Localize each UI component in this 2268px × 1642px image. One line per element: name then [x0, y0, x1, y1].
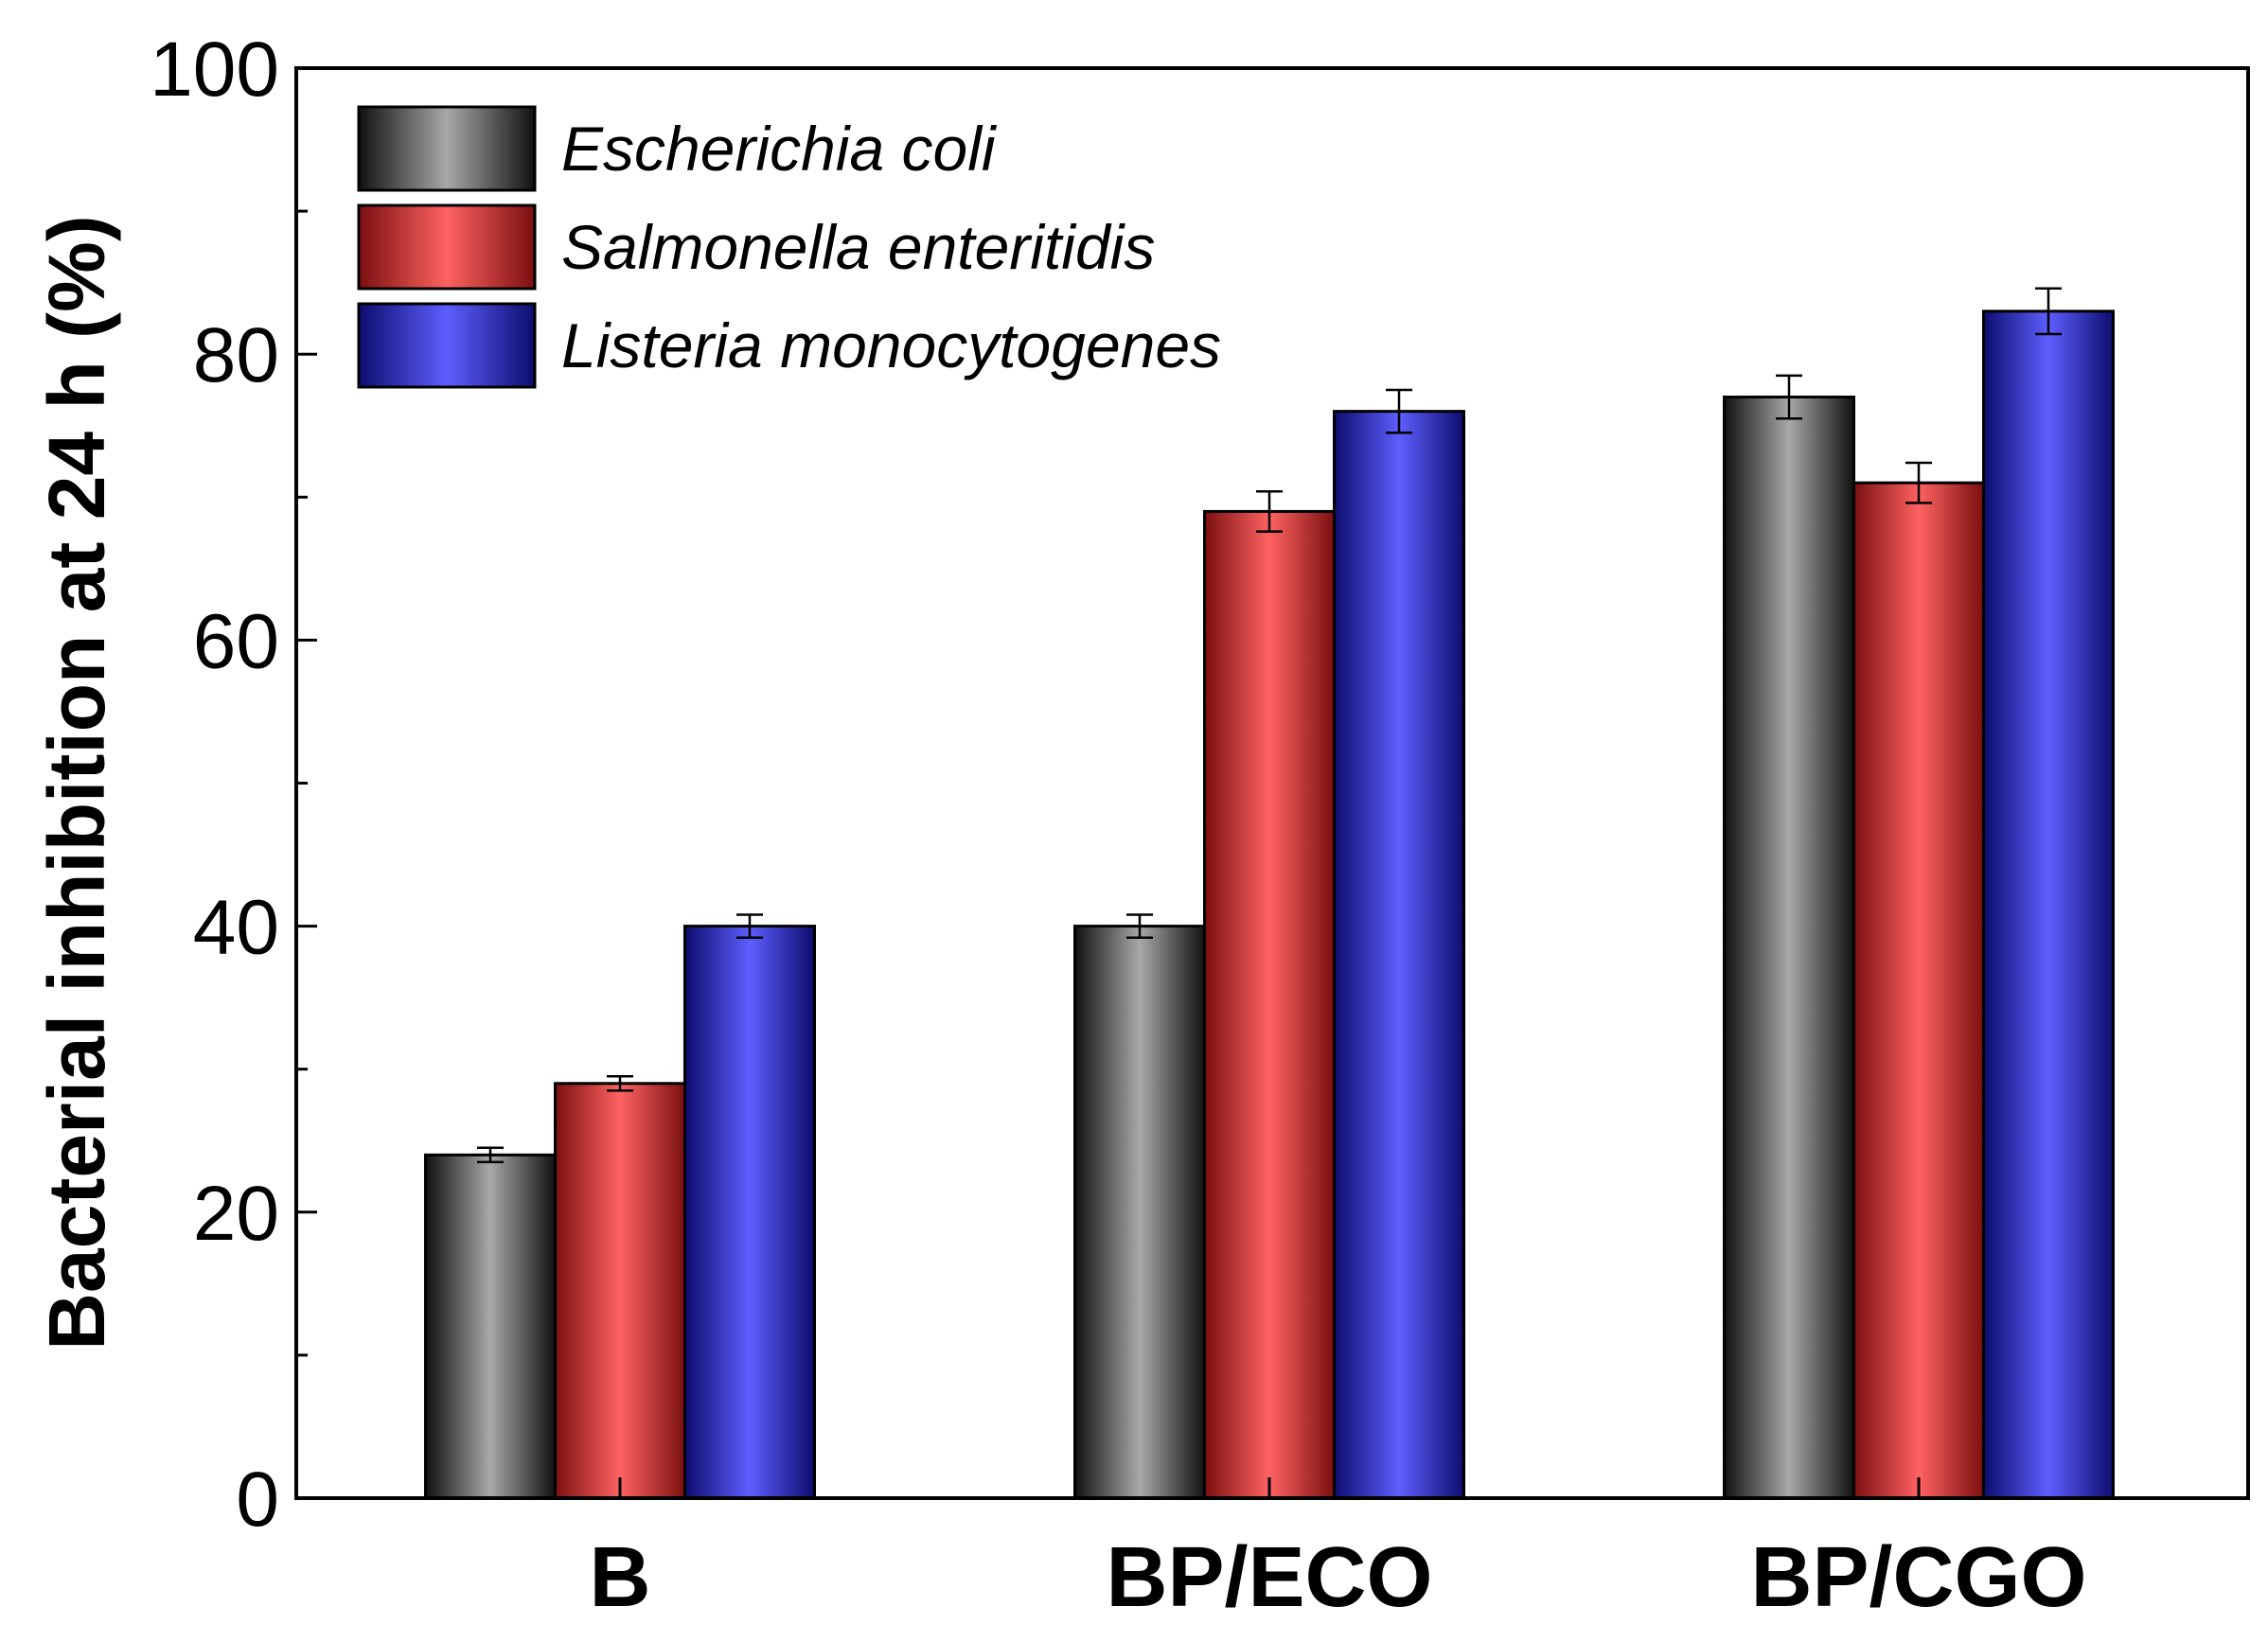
y-tick-label-100: 100 [150, 26, 279, 113]
error-bars-group [477, 287, 2062, 1164]
x-tick-label-bp-cgo: BP/CGO [1750, 1530, 2086, 1625]
bar-salmonella-enteritidis-bp-cgo [1852, 481, 1985, 1500]
bar-listeria-monocytogenes-bp-eco [1333, 410, 1465, 1500]
legend: Escherichia coli Salmonella enteritidis Li… [357, 105, 1221, 389]
legend-label-escherichia-coli: Escherichia coli [561, 114, 998, 184]
bar-salmonella-enteritidis-bp-eco [1203, 509, 1336, 1500]
y-tick-label-40: 40 [193, 885, 279, 971]
legend-swatch-escherichia-coli [357, 105, 537, 192]
y-tick-label-80: 80 [193, 312, 279, 398]
bars-group [424, 309, 2115, 1500]
y-tick-label-20: 20 [193, 1171, 279, 1257]
bar-escherichia-coli-bp-eco [1073, 925, 1206, 1500]
y-axis-title: Bacterial inhibition at 24 h (%) [32, 215, 121, 1351]
y-tick-label-0: 0 [236, 1457, 279, 1543]
legend-label-listeria-monocytogenes: Listeria monocytogenes [561, 310, 1221, 380]
y-tick-label-60: 60 [193, 598, 279, 684]
legend-swatch-salmonella-enteritidis [357, 203, 537, 291]
bar-listeria-monocytogenes-b [683, 925, 816, 1500]
legend-label-salmonella-enteritidis: Salmonella enteritidis [561, 212, 1155, 282]
x-tick-label-bp-eco: BP/ECO [1106, 1530, 1432, 1625]
axes-group: 0 20 40 60 80 100 B BP/ECO BP/CGO [150, 26, 2086, 1625]
x-tick-label-b: B [590, 1530, 651, 1625]
legend-swatch-listeria-monocytogenes [357, 302, 537, 389]
bar-escherichia-coli-bp-cgo [1723, 396, 1855, 1500]
bar-listeria-monocytogenes-bp-cgo [1982, 309, 2115, 1500]
bar-salmonella-enteritidis-b [554, 1082, 686, 1500]
bar-escherichia-coli-b [424, 1153, 557, 1500]
